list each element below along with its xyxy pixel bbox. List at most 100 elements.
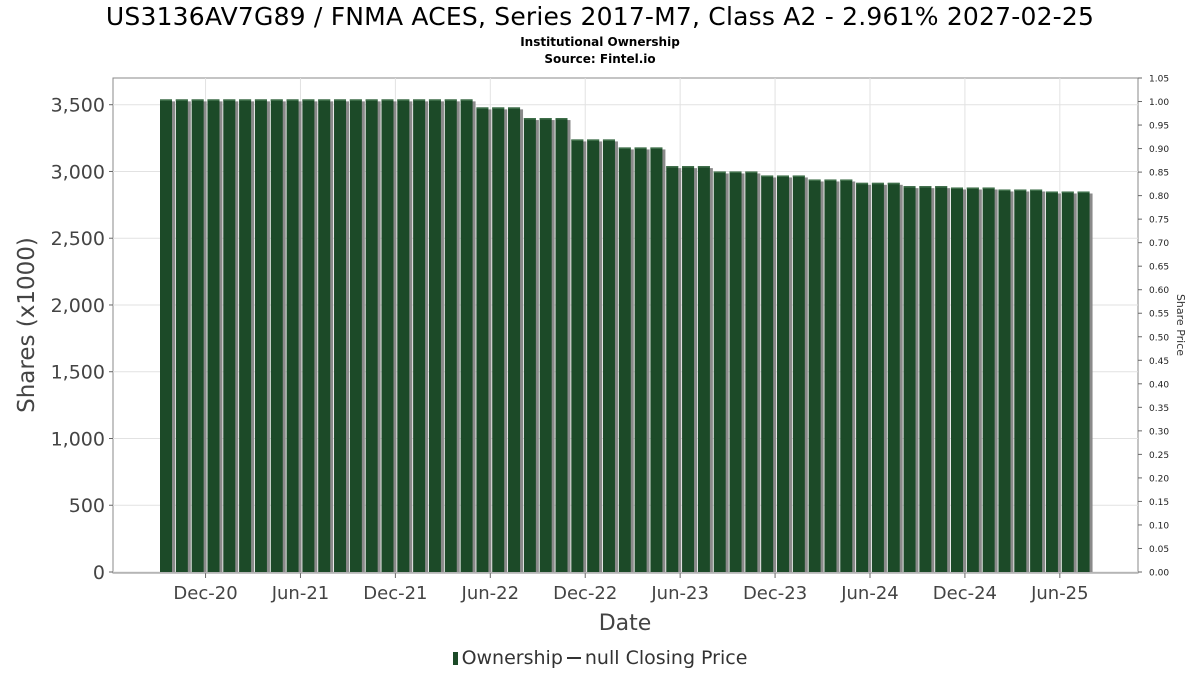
ownership-bar xyxy=(650,147,663,572)
ownership-bar xyxy=(1061,191,1074,572)
ownership-bar xyxy=(492,107,505,572)
bar-highlight xyxy=(792,175,805,177)
ownership-bar xyxy=(840,179,853,572)
bar-highlight xyxy=(903,186,916,188)
ownership-bar xyxy=(776,175,789,573)
y2-tick-label: 0.70 xyxy=(1149,239,1169,249)
y2-tick-label: 0.30 xyxy=(1149,427,1169,437)
ownership-bar xyxy=(887,182,900,572)
ownership-bar xyxy=(349,99,362,573)
ownership-bar xyxy=(856,182,869,572)
bar-highlight xyxy=(508,107,521,109)
ownership-bar xyxy=(302,99,315,573)
legend-closing-price: null Closing Price xyxy=(584,647,748,669)
bar-highlight xyxy=(334,99,347,101)
y2-tick-label: 0.90 xyxy=(1149,145,1169,155)
ownership-bar xyxy=(381,99,394,573)
bar-highlight xyxy=(191,99,204,101)
ownership-bar xyxy=(982,187,995,572)
ownership-bar xyxy=(223,99,236,573)
bar-highlight xyxy=(808,179,821,181)
ownership-bar xyxy=(871,182,884,572)
ownership-bar xyxy=(397,99,410,573)
ownership-bar xyxy=(191,99,204,573)
y2-tick-label: 1.05 xyxy=(1149,75,1169,85)
bar-highlight xyxy=(207,99,220,101)
bar-highlight xyxy=(840,179,853,181)
y-tick-label: 500 xyxy=(69,495,105,517)
ownership-bar xyxy=(634,147,647,572)
y-tick-label: 1,000 xyxy=(51,428,105,450)
y2-tick-label: 0.20 xyxy=(1149,474,1169,484)
bar-highlight xyxy=(223,99,236,101)
x-tick-label: Jun-22 xyxy=(461,583,520,604)
x-axis: Dec-20 Jun-21 Dec-21 Jun-22 Dec-22 Jun-23 Dec-… xyxy=(113,572,1138,604)
bar-highlight xyxy=(776,175,789,177)
ownership-bar xyxy=(270,99,283,573)
closing-price-swatch xyxy=(566,657,581,659)
x-tick-label: Jun-25 xyxy=(1030,583,1089,604)
legend: Ownership null Closing Price xyxy=(0,647,1200,669)
ownership-bar xyxy=(175,99,188,573)
y2-tick-label: 0.10 xyxy=(1149,521,1169,531)
bar-highlight xyxy=(555,118,568,120)
bar-highlight xyxy=(666,166,679,168)
x-tick-label: Dec-23 xyxy=(743,583,807,604)
bar-highlight xyxy=(1061,191,1074,193)
ownership-bar xyxy=(428,99,441,573)
ownership-bar xyxy=(666,166,679,573)
legend-ownership: Ownership xyxy=(461,647,563,669)
x-axis-label: Date xyxy=(599,611,652,636)
bar-highlight xyxy=(175,99,188,101)
y2-tick-label: 0.25 xyxy=(1149,451,1169,461)
bar-highlight xyxy=(270,99,283,101)
bar-highlight xyxy=(492,107,505,109)
ownership-bar xyxy=(935,186,948,573)
ownership-bar xyxy=(761,175,774,573)
bar-highlight xyxy=(302,99,315,101)
bar-highlight xyxy=(871,182,884,185)
ownership-bar xyxy=(792,175,805,573)
bar-highlight xyxy=(239,99,252,101)
ownership-bar xyxy=(919,186,932,573)
x-tick-label: Dec-20 xyxy=(173,583,237,604)
ownership-bar xyxy=(476,107,489,572)
y-tick-label: 3,500 xyxy=(51,95,105,117)
ownership-bar xyxy=(286,99,299,573)
bar-highlight xyxy=(381,99,394,101)
ownership-bar xyxy=(207,99,220,573)
bar-highlight xyxy=(460,99,473,101)
ownership-bar xyxy=(571,139,584,573)
y2-tick-label: 0.95 xyxy=(1149,122,1169,132)
x-tick-label: Dec-21 xyxy=(363,583,427,604)
ownership-bar xyxy=(602,139,615,573)
y2-tick-label: 0.65 xyxy=(1149,263,1169,273)
y2-tick-label: 0.35 xyxy=(1149,404,1169,414)
ownership-bar xyxy=(966,187,979,572)
bar-highlight xyxy=(587,139,600,141)
y-tick-label: 3,000 xyxy=(51,161,105,183)
y-axis: 0 500 1,000 1,500 2,000 2,500 3,000 3,500 xyxy=(51,95,113,584)
ownership-bar xyxy=(951,187,963,572)
ownership-bar xyxy=(539,118,552,573)
bar-highlight xyxy=(998,189,1011,191)
ownership-bar xyxy=(254,99,267,573)
bar-highlight xyxy=(951,187,963,189)
y2-tick-label: 0.55 xyxy=(1149,310,1169,320)
bar-highlight xyxy=(539,118,552,120)
bar-highlight xyxy=(602,139,615,141)
bar-highlight xyxy=(935,186,948,188)
bar-highlight xyxy=(571,139,584,141)
ownership-bar xyxy=(713,171,726,572)
ownership-bar xyxy=(587,139,600,573)
bar-highlight xyxy=(444,99,457,101)
ownership-bar xyxy=(318,99,331,573)
bar-highlight xyxy=(634,147,647,149)
bar-highlight xyxy=(697,166,710,168)
y2-tick-label: 0.05 xyxy=(1149,545,1169,555)
bar-highlight xyxy=(1045,191,1058,193)
ownership-bar xyxy=(998,189,1011,573)
bar-highlight xyxy=(349,99,362,101)
bar-highlight xyxy=(365,99,378,101)
bar-highlight xyxy=(745,171,758,173)
